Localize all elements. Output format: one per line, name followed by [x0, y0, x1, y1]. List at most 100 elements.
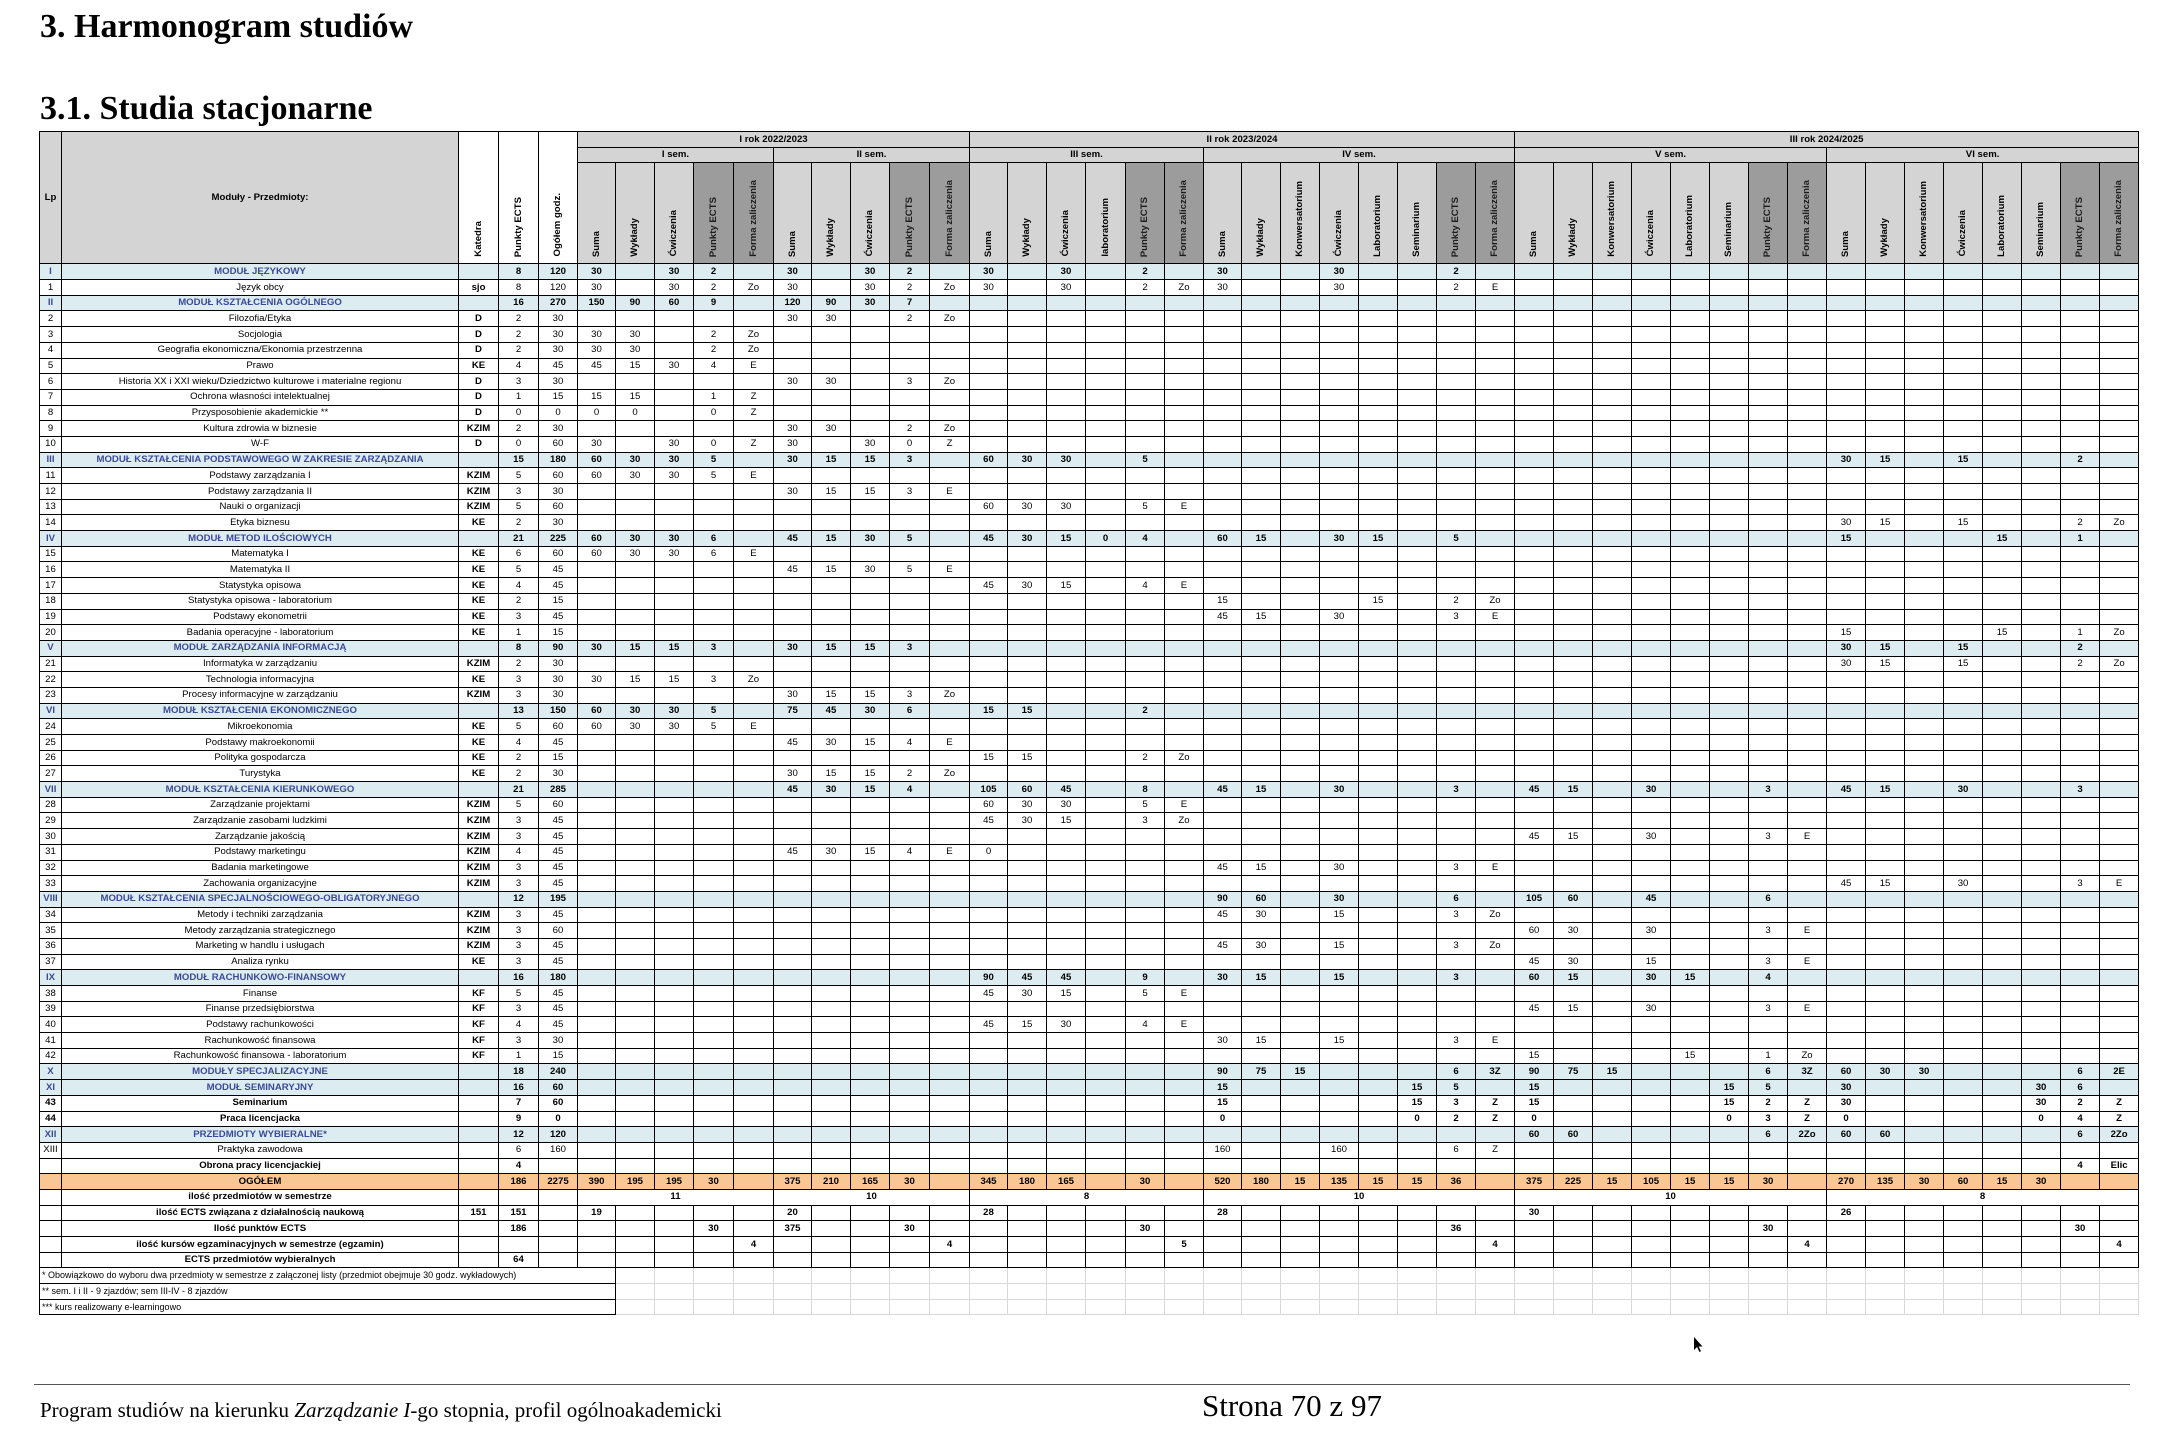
row-cell [2021, 1032, 2062, 1049]
row-cell [1631, 279, 1672, 296]
row-cell [2099, 279, 2140, 296]
row-cell [1436, 498, 1476, 516]
row-cell [889, 859, 930, 877]
row-cell [2099, 985, 2140, 1002]
row-cell [1670, 875, 1711, 892]
row-cell [2060, 1251, 2101, 1269]
row-cell: 15 [1007, 702, 1047, 720]
row-name: MODUŁ KSZTAŁCENIA SPECJALNOŚCIOWEGO-OBLI… [61, 890, 459, 908]
row-cell [1280, 373, 1320, 390]
row-cell [1943, 1204, 1984, 1222]
row-cell [1319, 671, 1359, 688]
header-col-label: Ćwiczenia [1060, 210, 1072, 257]
row-cell [1631, 671, 1672, 688]
row-cell: 375 [773, 1173, 812, 1190]
empty-cell [1904, 1267, 1945, 1285]
row-cell [1865, 420, 1906, 437]
row-cell [1514, 420, 1555, 437]
row-cell [1125, 765, 1165, 783]
row-cell: 105 [1631, 1173, 1672, 1190]
row-cell [1982, 796, 2023, 814]
row-cell [693, 498, 734, 516]
row-cell [1709, 279, 1750, 296]
row-cell [1748, 420, 1789, 437]
row-cell: Zo [929, 686, 970, 704]
row-cell: 3 [498, 937, 539, 955]
row-cell [1085, 404, 1126, 422]
header-col-label: Punkty ECTS [903, 196, 915, 257]
row-cell [693, 1016, 734, 1034]
row-cell: 15 [1514, 1079, 1555, 1096]
row-cell [1474, 357, 1516, 375]
row-cell [1553, 373, 1594, 390]
row-cell [1787, 781, 1828, 798]
row-cell [615, 1141, 655, 1159]
row-cell [1046, 561, 1086, 579]
row-cell [1125, 1110, 1165, 1128]
row-cell: Zo [733, 671, 774, 688]
row-cell [1241, 545, 1281, 563]
row-cell [929, 1094, 970, 1112]
row-cell: 2 [1436, 592, 1476, 610]
row-cell [1358, 357, 1398, 375]
row-cell [1203, 483, 1242, 500]
row-cell: 3 [498, 608, 539, 626]
row-cell [2060, 373, 2101, 390]
header-col-label: Seminarium [1723, 201, 1735, 257]
row-cell: 15 [1358, 1173, 1398, 1190]
row-name: MODUŁ RACHUNKOWO-FINANSOWY [61, 969, 459, 986]
row-cell: 30 [1007, 498, 1047, 516]
row-cell [1007, 310, 1047, 328]
row-cell [850, 749, 890, 767]
row-cell: 5 [693, 467, 734, 484]
row-cell [577, 1110, 616, 1128]
row-cell: 15 [1319, 906, 1359, 924]
row-cell [1046, 702, 1086, 720]
empty-cell [693, 1283, 734, 1300]
row-cell [773, 906, 812, 924]
row-cell [538, 1157, 578, 1175]
row-cell: 60 [1514, 1126, 1555, 1143]
row-cell [1553, 1251, 1594, 1269]
row-lp: 3 [39, 326, 62, 343]
row-cell [1943, 796, 1984, 814]
row-cell [1631, 875, 1672, 892]
row-katedra: KZIM [458, 686, 499, 704]
row-cell [850, 373, 890, 390]
row-cell: E [1787, 922, 1828, 939]
row-cell [693, 1141, 734, 1159]
row-cell [1553, 530, 1594, 547]
row-cell: 30 [850, 435, 890, 453]
row-cell: 3 [1436, 969, 1476, 986]
row-katedra: KZIM [458, 937, 499, 955]
row-cell [1164, 624, 1204, 641]
row-cell [1397, 1047, 1437, 1065]
subsection-title: 3.1. Studia stacjonarne [40, 90, 373, 127]
row-name: Podstawy zarządzania I [61, 467, 459, 484]
row-cell [1865, 1110, 1906, 1128]
row-cell [1982, 326, 2023, 343]
row-cell [1164, 1094, 1204, 1112]
empty-cell [1203, 1267, 1242, 1285]
subject-row: 39 Finanse przedsiębiorstwa KF 3 45 45 15 30 3 E [39, 1000, 2140, 1018]
row-cell [850, 420, 890, 437]
row-cell [1670, 953, 1711, 971]
row-cell [1826, 922, 1867, 939]
row-cell [1982, 1063, 2023, 1081]
row-cell: 2 [889, 279, 930, 296]
row-name: Etyka biznesu [61, 514, 459, 532]
subject-row: 35 Metody zarządzania strategicznego KZIM 3… [39, 922, 2140, 939]
subject-row: 14 Etyka biznesu KE 2 30 30 15 15 2 Zo [39, 514, 2140, 532]
row-cell [1164, 718, 1204, 735]
subject-row: XIII Praktyka zawodowa 6 160 160 160 6 Z [39, 1141, 2140, 1159]
row-cell [969, 514, 1008, 532]
row-cell: 15 [654, 639, 694, 657]
row-cell [1904, 765, 1945, 783]
row-cell [1007, 765, 1047, 783]
row-cell [969, 922, 1008, 939]
row-cell [2060, 294, 2101, 312]
row-cell [615, 498, 655, 516]
empty-cell [1125, 1298, 1165, 1316]
row-cell [1046, 765, 1086, 783]
empty-cell [1280, 1298, 1320, 1316]
